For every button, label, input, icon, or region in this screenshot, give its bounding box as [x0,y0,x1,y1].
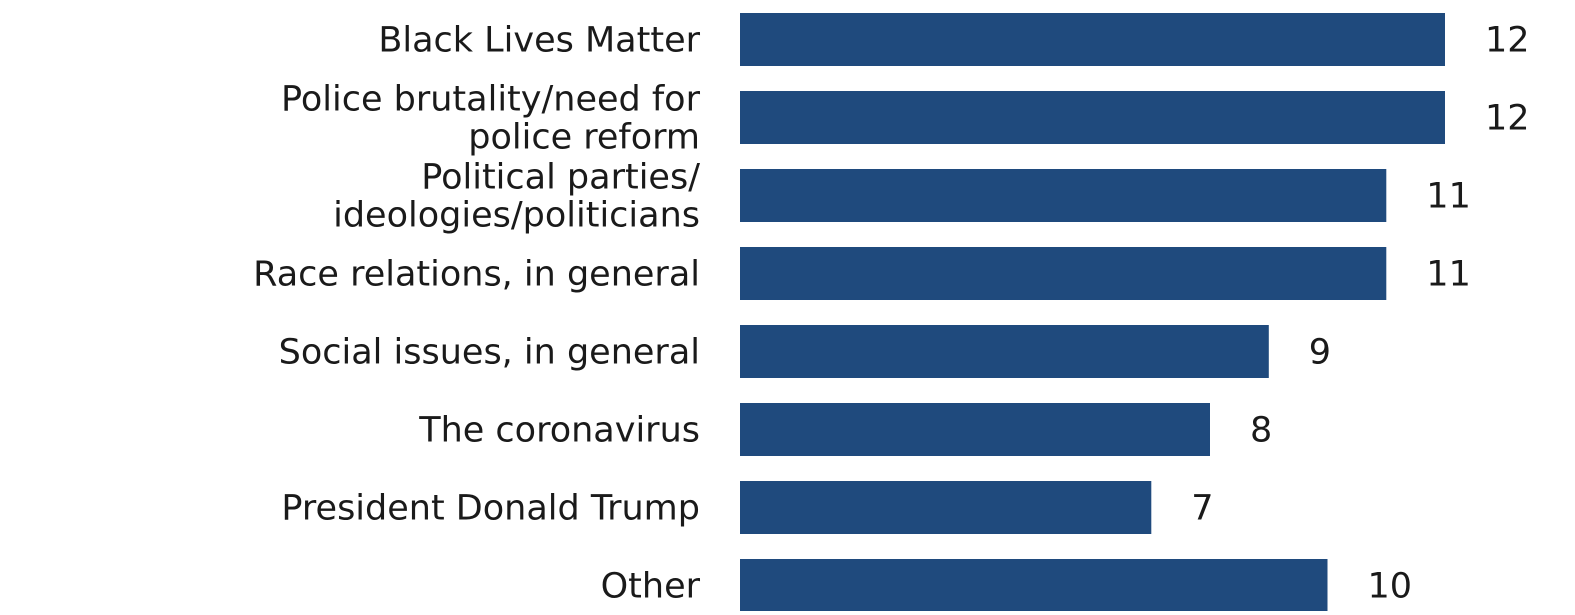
category-label: Police brutality/need for police reform [281,80,701,158]
bar [740,13,1445,66]
category-label: Other [601,567,701,607]
category-label-line: police reform [468,118,700,158]
value-label: 8 [1250,411,1272,451]
bar [740,325,1269,378]
value-label: 11 [1426,177,1471,217]
value-label: 12 [1485,21,1530,61]
category-label: Political parties/ideologies/politicians [333,158,700,236]
value-label: 10 [1368,567,1413,607]
category-label: Social issues, in general [279,333,700,373]
bar [740,91,1445,144]
category-label-line: Race relations, in general [253,255,700,295]
category-label: President Donald Trump [281,489,700,529]
category-label-line: Social issues, in general [279,333,700,373]
category-label-line: Police brutality/need for [281,80,701,120]
category-label-line: The coronavirus [418,411,700,451]
category-label-line: ideologies/politicians [333,196,700,236]
bar [740,247,1387,300]
category-label-line: Political parties/ [421,158,700,198]
value-label: 11 [1426,255,1471,295]
value-label: 9 [1309,333,1331,373]
bar [740,403,1210,456]
category-label-line: President Donald Trump [281,489,700,529]
value-label: 7 [1191,489,1213,529]
bar [740,169,1387,222]
category-label: Race relations, in general [253,255,700,295]
bar [740,559,1328,612]
category-label: The coronavirus [418,411,700,451]
value-label: 12 [1485,99,1530,139]
bar [740,481,1152,534]
category-label: Black Lives Matter [378,21,700,61]
category-label-line: Other [601,567,701,607]
category-label-line: Black Lives Matter [378,21,700,61]
